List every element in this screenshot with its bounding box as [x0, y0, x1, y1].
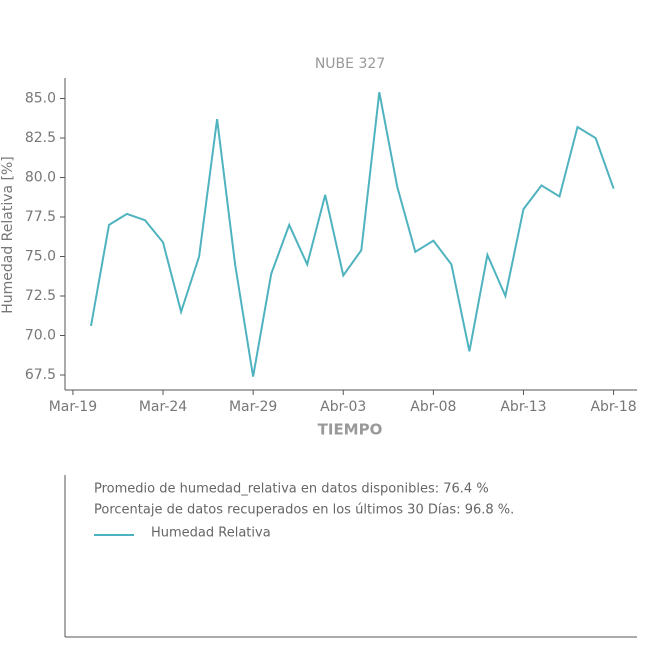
- x-axis-label: TIEMPO: [318, 421, 383, 439]
- x-tick-label: Mar-24: [139, 399, 187, 415]
- y-tick-label: 77.5: [25, 209, 56, 225]
- x-tick-label: Mar-29: [229, 399, 277, 415]
- y-tick-label: 72.5: [25, 288, 56, 304]
- y-tick-label: 85.0: [25, 91, 56, 107]
- x-tick-label: Abr-08: [410, 399, 456, 415]
- y-tick-label: 70.0: [25, 327, 56, 343]
- info-text: Promedio de humedad_relativa en datos di…: [94, 482, 489, 497]
- x-tick-label: Abr-03: [320, 399, 366, 415]
- y-tick-label: 82.5: [25, 130, 56, 146]
- y-tick-label: 75.0: [25, 249, 56, 265]
- y-tick-label: 67.5: [25, 367, 56, 383]
- legend-label: Humedad Relativa: [151, 526, 271, 541]
- chart-title: NUBE 327: [315, 56, 385, 72]
- y-axis-label: Humedad Relativa [%]: [0, 156, 16, 314]
- x-tick-label: Abr-13: [500, 399, 546, 415]
- info-text: Porcentaje de datos recuperados en los ú…: [94, 503, 514, 518]
- data-line: [90, 92, 615, 377]
- x-tick-label: Abr-18: [590, 399, 636, 415]
- y-tick-label: 80.0: [25, 170, 56, 186]
- x-tick-label: Mar-19: [49, 399, 97, 415]
